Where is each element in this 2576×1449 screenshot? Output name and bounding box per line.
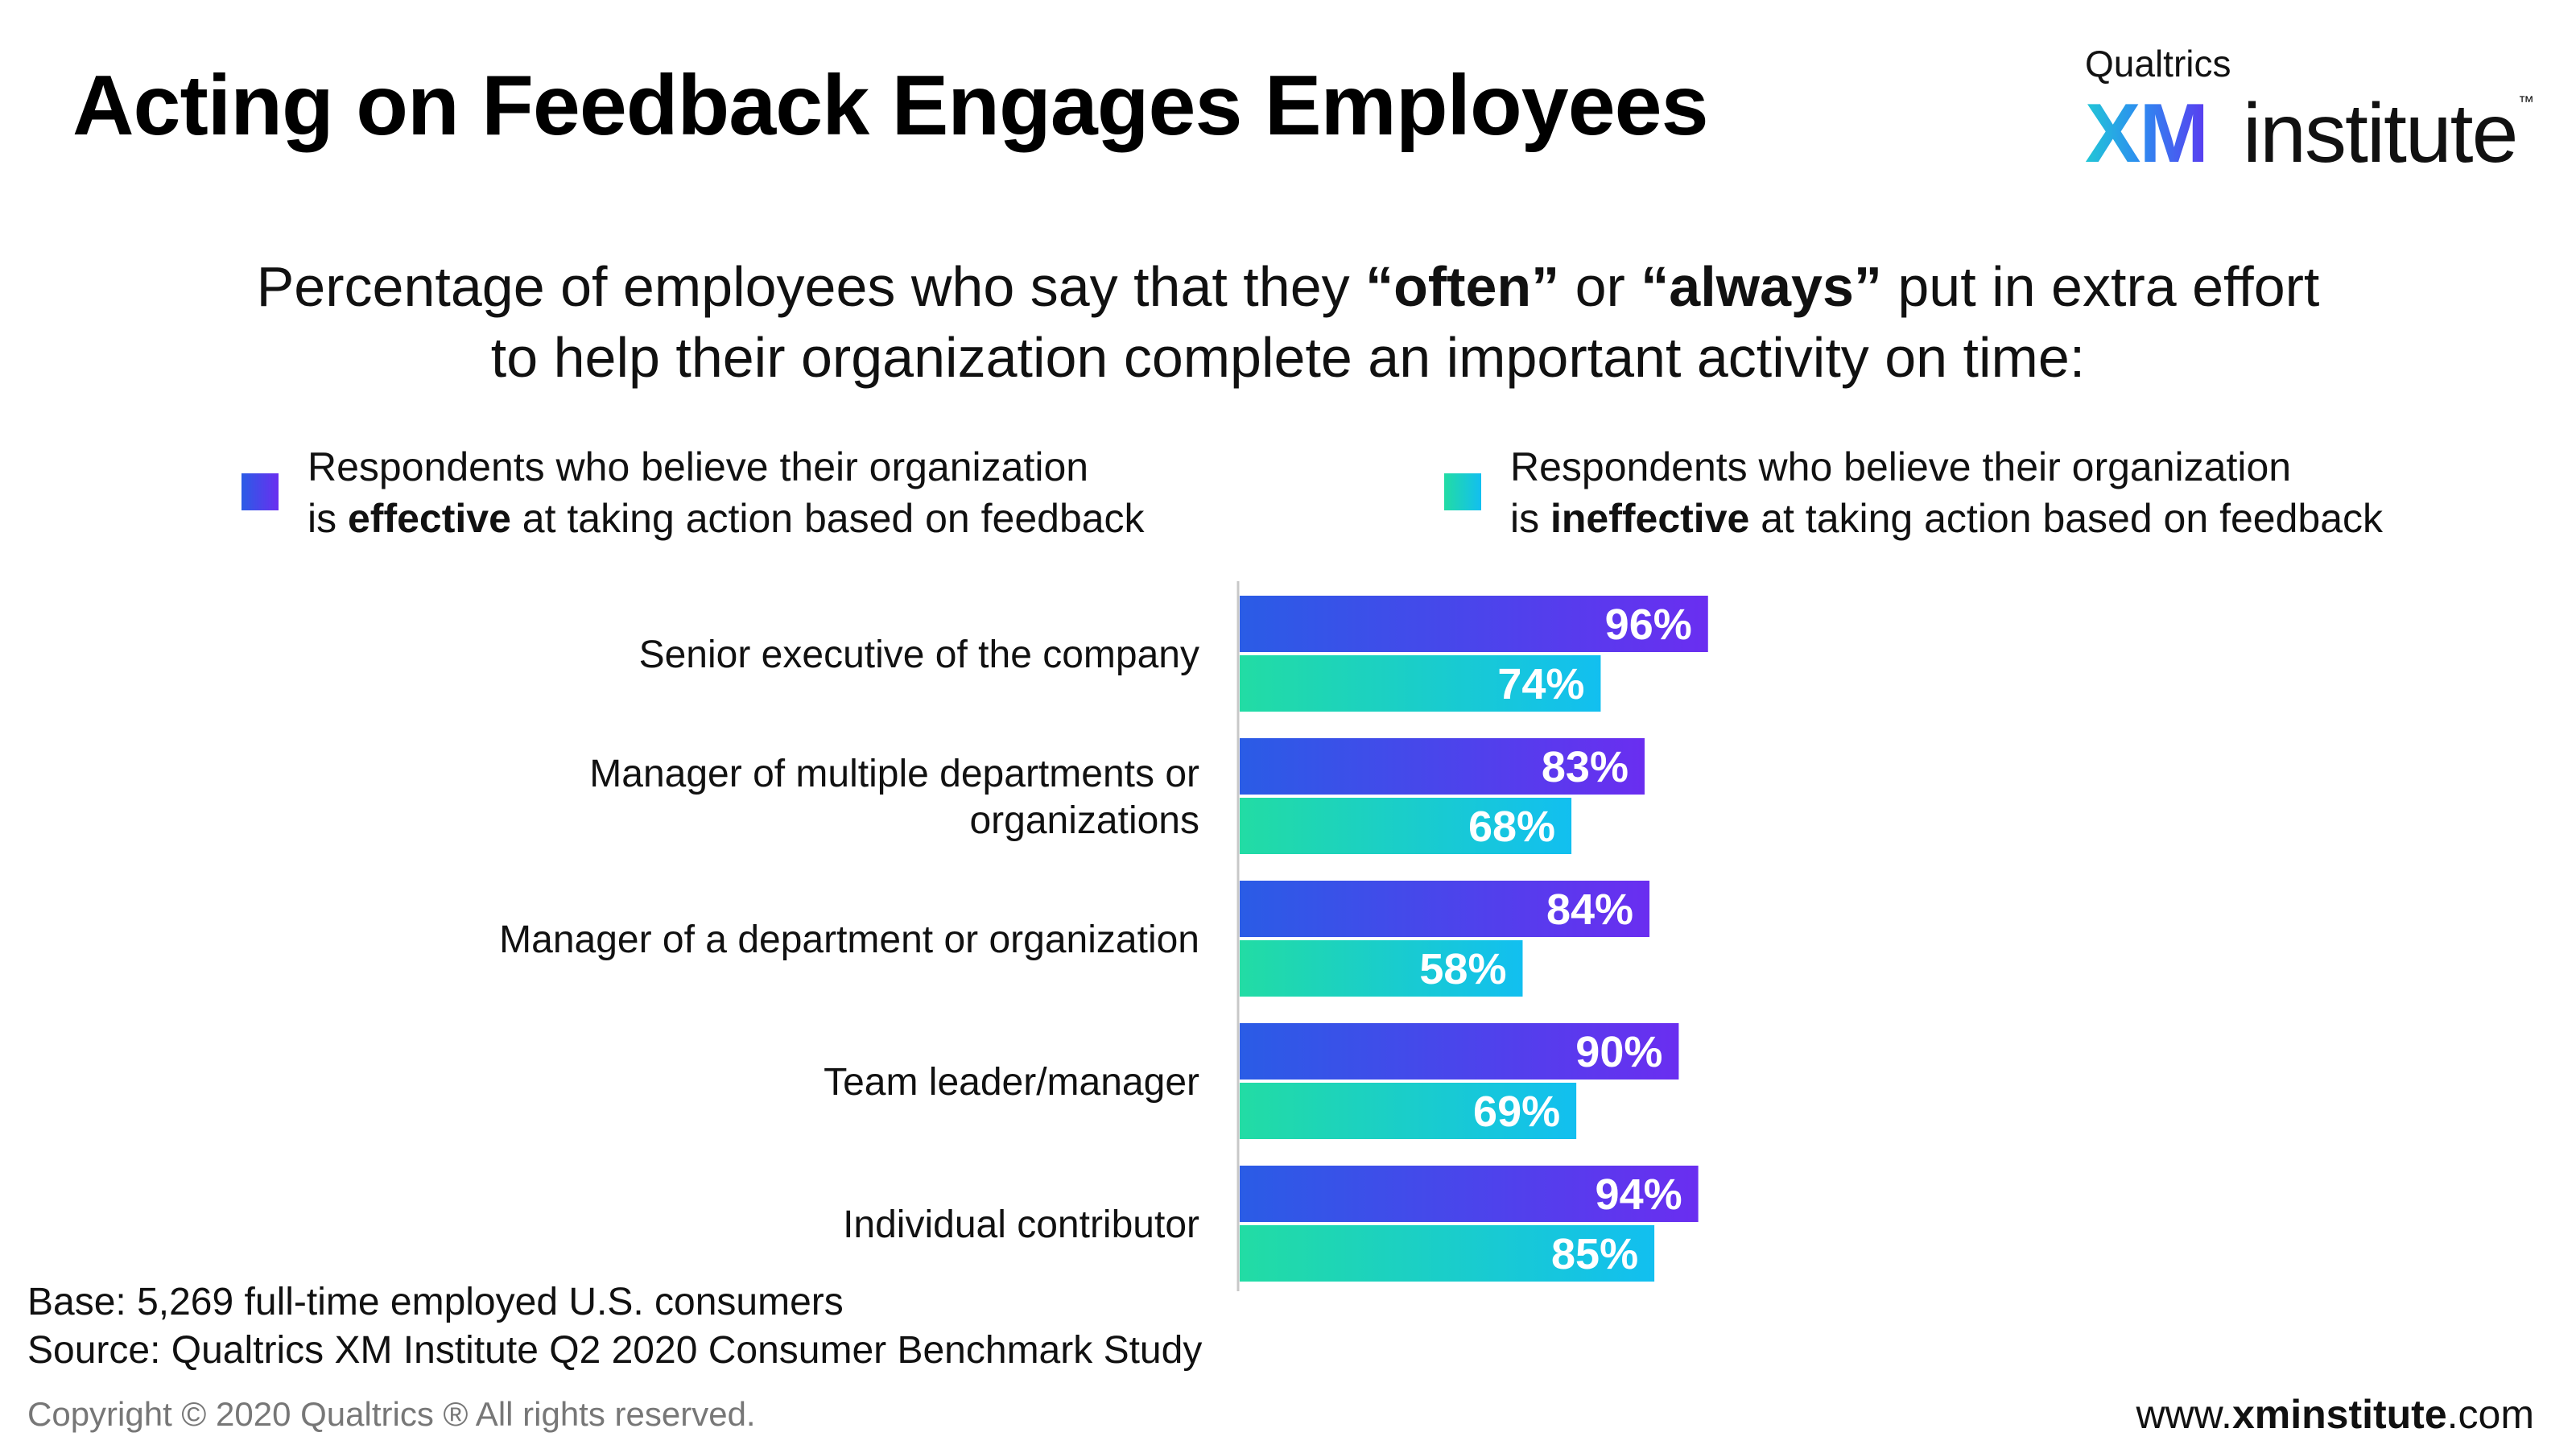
category-label: Individual contributor <box>843 1203 1199 1246</box>
bar-effective <box>1240 881 1650 937</box>
legend-ineffective-line1: Respondents who believe their organizati… <box>1510 444 2292 489</box>
copyright-notice: Copyright © 2020 Qualtrics ® All rights … <box>27 1395 756 1433</box>
bar-ineffective <box>1240 940 1523 997</box>
data-label-effective: 83% <box>1542 743 1629 791</box>
subtitle-text-or: or <box>1559 255 1641 318</box>
legend-effective-post: at taking action based on feedback <box>510 496 1145 541</box>
data-label-ineffective: 68% <box>1468 803 1555 851</box>
bar-effective <box>1240 1166 1699 1222</box>
subtitle-line-1: Percentage of employees who say that the… <box>0 251 2576 322</box>
legend-effective-pre: is <box>308 496 348 541</box>
legend-label-effective: Respondents who believe their organizati… <box>308 441 1145 544</box>
subtitle-text-a: Percentage of employees who say that the… <box>256 255 1366 318</box>
data-label-ineffective: 85% <box>1551 1230 1638 1278</box>
logo-institute: institute <box>2243 87 2518 180</box>
bar-ineffective <box>1240 1225 1655 1282</box>
data-label-ineffective: 74% <box>1497 660 1584 708</box>
legend-effective-line1: Respondents who believe their organizati… <box>308 444 1089 489</box>
bar-effective <box>1240 1023 1679 1080</box>
subtitle-often: “often” <box>1365 255 1560 318</box>
legend-ineffective-post: at taking action based on feedback <box>1749 496 2383 541</box>
footnote-source: Source: Qualtrics XM Institute Q2 2020 C… <box>27 1329 1203 1372</box>
data-label-effective: 84% <box>1546 886 1633 934</box>
bar-ineffective <box>1240 798 1572 854</box>
data-label-effective: 90% <box>1575 1028 1662 1076</box>
footnote-base: Base: 5,269 full-time employed U.S. cons… <box>27 1281 844 1323</box>
category-label: Team leader/manager <box>824 1061 1199 1104</box>
subtitle-text-e: put in extra effort <box>1881 255 2320 318</box>
website-post: .com <box>2446 1392 2534 1437</box>
bar-ineffective <box>1240 1083 1577 1139</box>
chart-subtitle: Percentage of employees who say that the… <box>0 251 2576 393</box>
legend-label-ineffective: Respondents who believe their organizati… <box>1510 441 2383 544</box>
data-label-ineffective: 69% <box>1473 1088 1560 1136</box>
data-label-ineffective: 58% <box>1419 945 1506 993</box>
qualtrics-xm-institute-logo: Qualtrics XM institute ™ <box>2085 43 2536 180</box>
logo-trademark: ™ <box>2518 93 2534 111</box>
legend-effective-line2: is effective at taking action based on f… <box>308 493 1145 544</box>
legend-swatch-ineffective <box>1444 473 1481 510</box>
bar-effective <box>1240 738 1645 795</box>
legend-swatch-effective <box>242 473 279 510</box>
subtitle-always: “always” <box>1641 255 1882 318</box>
category-label: Senior executive of the company <box>639 634 1199 676</box>
legend-ineffective-line2: is ineffective at taking action based on… <box>1510 493 2383 544</box>
category-label: Manager of multiple departments or organi… <box>589 753 1199 842</box>
category-label: Manager of a department or organization <box>499 919 1199 961</box>
website-link[interactable]: www.xminstitute.com <box>2136 1394 2534 1435</box>
page-title: Acting on Feedback Engages Employees <box>72 58 1709 153</box>
website-bold: xminstitute <box>2231 1392 2447 1437</box>
legend-effective-bold: effective <box>348 496 511 541</box>
logo-xm: XM <box>2085 87 2209 180</box>
legend-ineffective-bold: ineffective <box>1550 496 1750 541</box>
data-label-effective: 96% <box>1605 601 1692 649</box>
bar-effective <box>1240 596 1708 652</box>
bar-ineffective <box>1240 655 1601 712</box>
logo-brand: Qualtrics <box>2085 43 2231 85</box>
subtitle-line-2: to help their organization complete an i… <box>490 326 2086 389</box>
data-label-effective: 94% <box>1596 1170 1682 1219</box>
legend-ineffective-pre: is <box>1510 496 1550 541</box>
website-pre: www. <box>2136 1392 2232 1437</box>
